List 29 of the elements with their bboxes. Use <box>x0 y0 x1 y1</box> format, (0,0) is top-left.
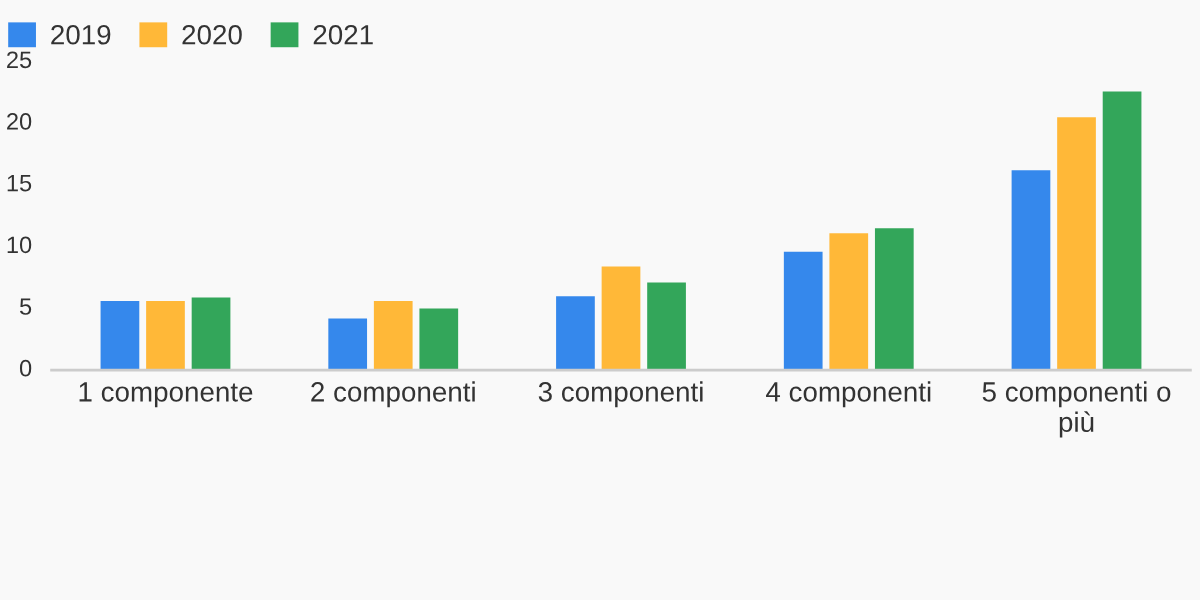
bar <box>556 296 595 371</box>
bar <box>100 301 140 371</box>
bar <box>146 301 185 371</box>
y-tick-label: 5 <box>19 298 32 315</box>
bar <box>1057 117 1096 371</box>
bar <box>783 251 823 371</box>
x-tick-label: 3 componenti <box>538 381 703 408</box>
bar <box>373 301 413 371</box>
bar <box>647 282 686 371</box>
bar <box>419 308 459 371</box>
bar <box>1102 91 1142 371</box>
x-tick-label: 2 componenti <box>311 381 475 408</box>
bar <box>601 266 641 371</box>
bar <box>829 233 869 371</box>
y-tick-label: 0 <box>19 359 32 377</box>
x-tick-label: 5 componenti o più <box>982 381 1171 438</box>
y-tick-label: 20 <box>7 113 32 130</box>
legend-label: 2019 <box>51 24 111 45</box>
y-tick-label: 10 <box>7 236 32 254</box>
y-tick-label: 25 <box>7 51 32 69</box>
x-tick-label: 1 componente <box>79 382 253 408</box>
legend-label: 2021 <box>313 24 373 45</box>
bar <box>1011 170 1051 371</box>
legend-label: 2020 <box>182 24 242 45</box>
x-tick-label: 4 componenti <box>766 381 931 408</box>
bar <box>328 318 368 371</box>
bar <box>191 297 231 371</box>
y-tick-label: 15 <box>7 175 32 192</box>
bar <box>874 228 914 371</box>
